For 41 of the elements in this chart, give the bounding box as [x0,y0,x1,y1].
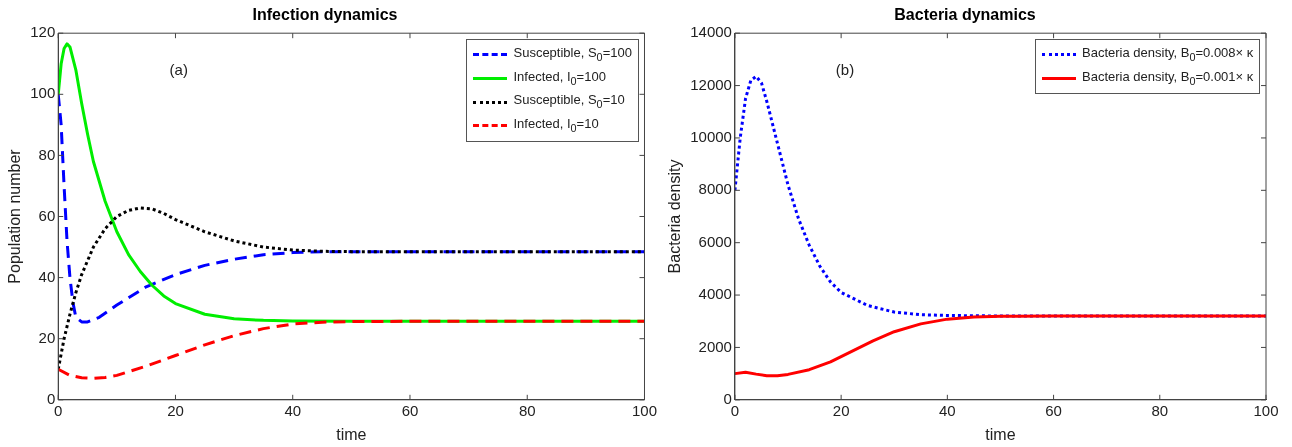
y-tick-label: 20 [38,328,56,346]
chart-title: Infection dynamics [252,6,398,24]
y-tick-label: 60 [38,206,56,224]
y-axis-title: Bacteria density [666,159,684,274]
legend-label: Susceptible, S$_{0}$=10 [513,91,625,112]
chart-title: Bacteria dynamics [894,6,1036,24]
y-tick-label: 120 [30,23,56,41]
y-tick-label: 14000 [690,23,732,41]
y-tick-label: 12000 [690,75,732,93]
legend-label: Bacteria density, B$_{0}$=0.008× κ [1082,44,1254,65]
legend-label: Bacteria density, B$_{0}$=0.001× κ [1082,67,1254,89]
x-axis-title: time [336,425,367,443]
x-tick-label: 100 [1253,401,1279,419]
x-axis-title: time [985,425,1016,443]
x-tick-label: 40 [939,401,956,419]
y-axis-title: Population number [6,148,24,284]
x-tick-label: 40 [284,401,302,419]
y-tick-label: 2000 [698,337,732,355]
y-tick-label: 8000 [698,180,732,198]
annotation: (b) [835,61,855,79]
legend-label: Susceptible, S$_{0}$=100 [513,44,632,65]
y-tick-label: 100 [30,84,56,102]
x-tick-label: 100 [631,401,657,419]
y-tick-label: 10000 [690,128,732,146]
y-tick-label: 4000 [698,285,732,303]
annotation: (a) [169,61,188,79]
y-tick-label: 0 [46,389,56,407]
y-tick-label: 80 [38,145,56,163]
x-tick-label: 80 [1151,401,1169,419]
x-tick-label: 20 [832,401,850,419]
line-series [58,319,645,380]
x-tick-label: 60 [1045,401,1062,419]
y-tick-label: 0 [723,389,732,407]
legend-label: Infected, I$_{0}$=10 [513,114,599,136]
y-tick-label: 6000 [698,232,732,250]
x-tick-label: 20 [167,401,184,419]
y-tick-label: 40 [38,267,56,285]
line-series [58,92,645,324]
legend-label: Infected, I$_{0}$=100 [513,67,606,89]
x-tick-label: 80 [518,401,536,419]
x-tick-label: 60 [401,401,419,419]
